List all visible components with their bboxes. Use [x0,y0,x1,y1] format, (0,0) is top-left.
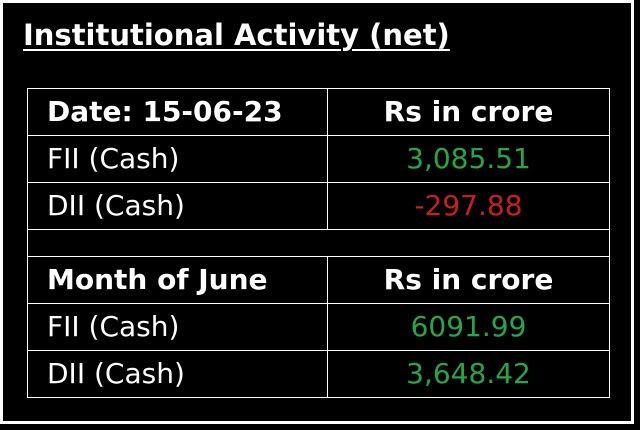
date-header-cell: Date: 15-06-23 [27,88,328,136]
spacer-cell [27,229,610,257]
table-row: DII (Cash) 3,648.42 [27,350,610,398]
table-row: DII (Cash) -297.88 [27,182,610,230]
month-header-cell: Month of June [27,256,328,304]
row-value-dii-daily: -297.88 [327,182,610,230]
unit-header-cell-daily: Rs in crore [327,88,610,136]
table-spacer-row [27,229,610,257]
institutional-activity-table: Date: 15-06-23 Rs in crore FII (Cash) 3,… [27,88,610,398]
row-value-fii-daily: 3,085.51 [327,135,610,183]
row-label-fii-monthly: FII (Cash) [27,303,328,351]
row-label-dii-daily: DII (Cash) [27,182,328,230]
table-row: FII (Cash) 3,085.51 [27,135,610,183]
table-header-row-monthly: Month of June Rs in crore [27,256,610,304]
row-label-dii-monthly: DII (Cash) [27,350,328,398]
row-value-dii-monthly: 3,648.42 [327,350,610,398]
page-title: Institutional Activity (net) [23,18,450,52]
table-header-row-daily: Date: 15-06-23 Rs in crore [27,88,610,136]
unit-header-cell-monthly: Rs in crore [327,256,610,304]
row-value-fii-monthly: 6091.99 [327,303,610,351]
image-frame [0,0,634,424]
row-label-fii-daily: FII (Cash) [27,135,328,183]
table-row: FII (Cash) 6091.99 [27,303,610,351]
